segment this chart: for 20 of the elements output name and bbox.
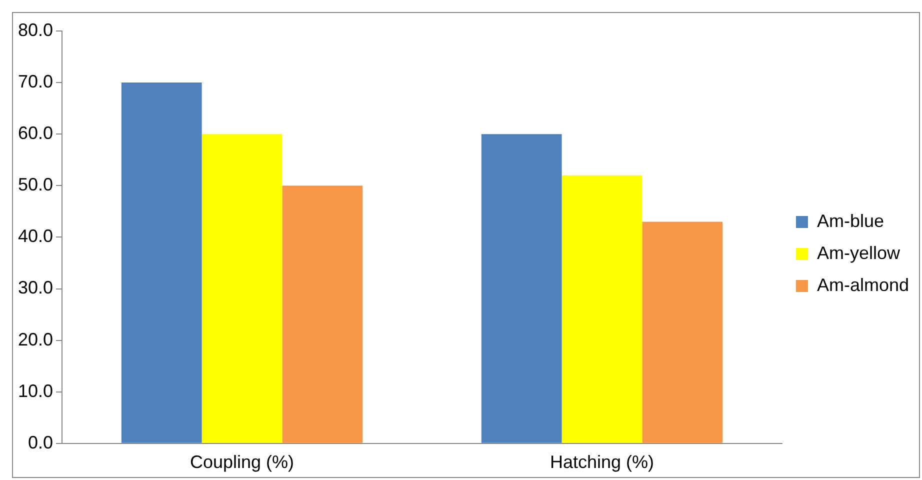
bar [562,175,642,443]
bar [642,222,723,443]
y-tick-label: 0.0 [28,432,54,452]
x-tick-label: Hatching (%) [550,452,654,472]
bar [121,82,202,443]
bar [282,186,363,443]
y-tick-label: 80.0 [18,20,54,40]
legend-label: Am-blue [816,210,884,231]
y-tick-label: 30.0 [18,278,54,298]
y-tick-label: 70.0 [18,72,54,92]
y-tick-label: 10.0 [18,380,54,401]
y-tick-label: 50.0 [18,174,54,195]
y-tick-label: 20.0 [18,329,54,350]
y-tick-label: 60.0 [18,123,54,144]
bar [202,134,282,443]
legend-label: Am-yellow [816,242,901,263]
bar [481,134,562,443]
legend-label: Am-almond [816,274,909,295]
x-tick-label: Coupling (%) [190,452,294,472]
y-tick-label: 40.0 [18,226,54,246]
